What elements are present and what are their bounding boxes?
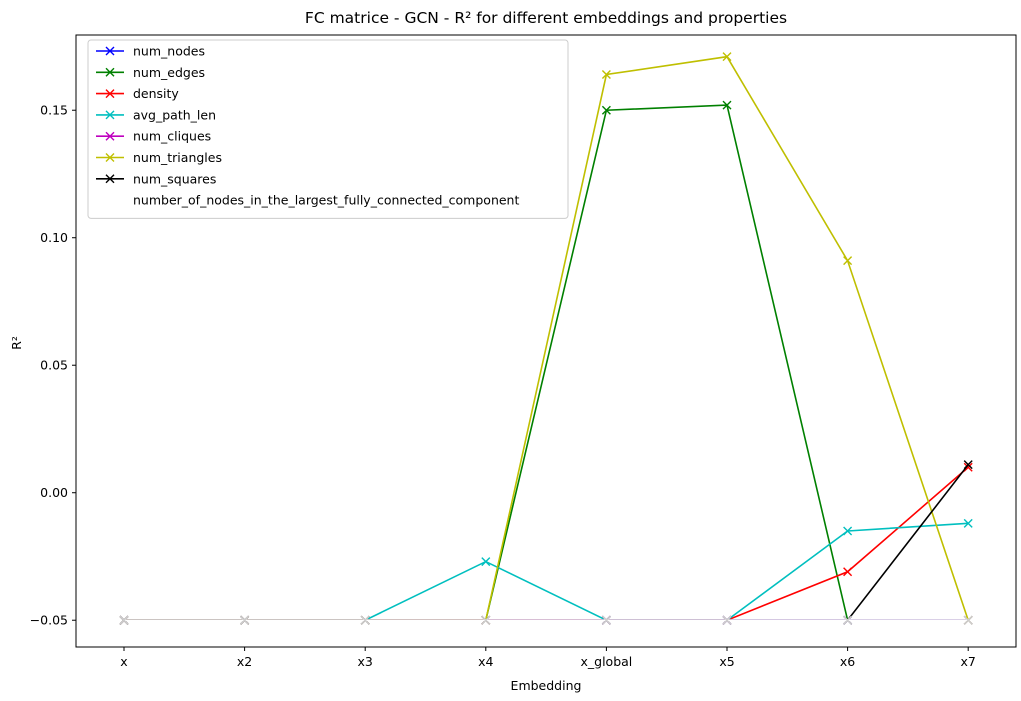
legend-label: num_nodes xyxy=(133,44,205,59)
x-tick-label: x4 xyxy=(478,654,493,669)
data-point-marker-outline xyxy=(360,615,370,625)
chart-title: FC matrice - GCN - R² for different embe… xyxy=(305,9,787,27)
data-point-marker-outline xyxy=(119,615,129,625)
x-axis-label: Embedding xyxy=(511,678,582,693)
y-axis-label: R² xyxy=(9,336,24,350)
series-line xyxy=(124,522,969,622)
series-lines xyxy=(119,52,973,625)
legend-box xyxy=(87,39,569,219)
legend-marker xyxy=(105,89,115,99)
data-point-marker xyxy=(722,52,732,62)
x-tick-label: x xyxy=(120,654,127,669)
legend-marker xyxy=(105,195,115,205)
data-point-marker xyxy=(963,518,973,528)
legend-label: density xyxy=(133,86,179,101)
series-outline-number_of_nodes_in_the_largest_fully_connected_component xyxy=(119,615,973,625)
series-density xyxy=(119,462,973,625)
legend-label: num_squares xyxy=(133,171,216,186)
legend-label: number_of_nodes_in_the_largest_fully_con… xyxy=(133,193,519,208)
legend-item: num_cliques xyxy=(96,129,211,144)
data-point-marker xyxy=(963,460,973,470)
legend-item: num_edges xyxy=(96,65,205,80)
data-point-marker-outline xyxy=(722,615,732,625)
plot-area-frame xyxy=(75,34,1017,648)
data-point-marker-outline xyxy=(481,615,491,625)
y-tick-label: 0.15 xyxy=(40,103,68,118)
x-tick-label: x7 xyxy=(961,654,976,669)
legend-label: num_edges xyxy=(133,65,205,80)
data-point-marker xyxy=(601,70,611,80)
data-point-marker xyxy=(722,100,732,110)
y-tick-label: 0.05 xyxy=(40,358,68,373)
legend-marker xyxy=(105,131,115,141)
legend-item: num_triangles xyxy=(96,150,222,165)
legend-marker xyxy=(105,174,115,184)
data-point-marker xyxy=(601,105,611,115)
x-tick-label: x6 xyxy=(840,654,855,669)
legend-marker xyxy=(105,46,115,56)
y-tick-label: −0.05 xyxy=(30,613,68,628)
data-point-marker-outline xyxy=(843,615,853,625)
x-tick-label: x5 xyxy=(719,654,734,669)
data-point-marker xyxy=(843,567,853,577)
legend-marker xyxy=(105,67,115,77)
data-point-marker xyxy=(843,526,853,536)
legend-item: num_squares xyxy=(96,171,216,186)
data-point-marker xyxy=(481,557,491,567)
legend-marker xyxy=(105,110,115,120)
legend-label: num_triangles xyxy=(133,150,222,165)
axis-ticks: x x2 x3 x4 x_global x5 x6 x7 −0.05 0.00 0.05 0.10 0.… xyxy=(30,103,976,669)
legend-label: avg_path_len xyxy=(133,107,216,122)
legend-item: number_of_nodes_in_the_largest_fully_con… xyxy=(96,193,519,208)
x-tick-label: x2 xyxy=(237,654,252,669)
legend-item: density xyxy=(96,86,179,101)
y-tick-label: 0.10 xyxy=(40,230,68,245)
x-tick-label: x_global xyxy=(581,654,633,669)
data-point-marker xyxy=(843,256,853,266)
data-point-marker-outline xyxy=(963,615,973,625)
legend-marker xyxy=(105,153,115,162)
data-point-marker-outline xyxy=(240,615,250,625)
data-point-marker-outline xyxy=(601,615,611,625)
y-tick-label: 0.00 xyxy=(40,485,68,500)
legend-item: avg_path_len xyxy=(96,107,216,122)
data-point-marker xyxy=(963,462,973,472)
legend-item: num_nodes xyxy=(96,44,205,59)
series-num_squares xyxy=(119,460,973,625)
legend-label: num_cliques xyxy=(133,129,211,144)
x-tick-label: x3 xyxy=(358,654,373,669)
